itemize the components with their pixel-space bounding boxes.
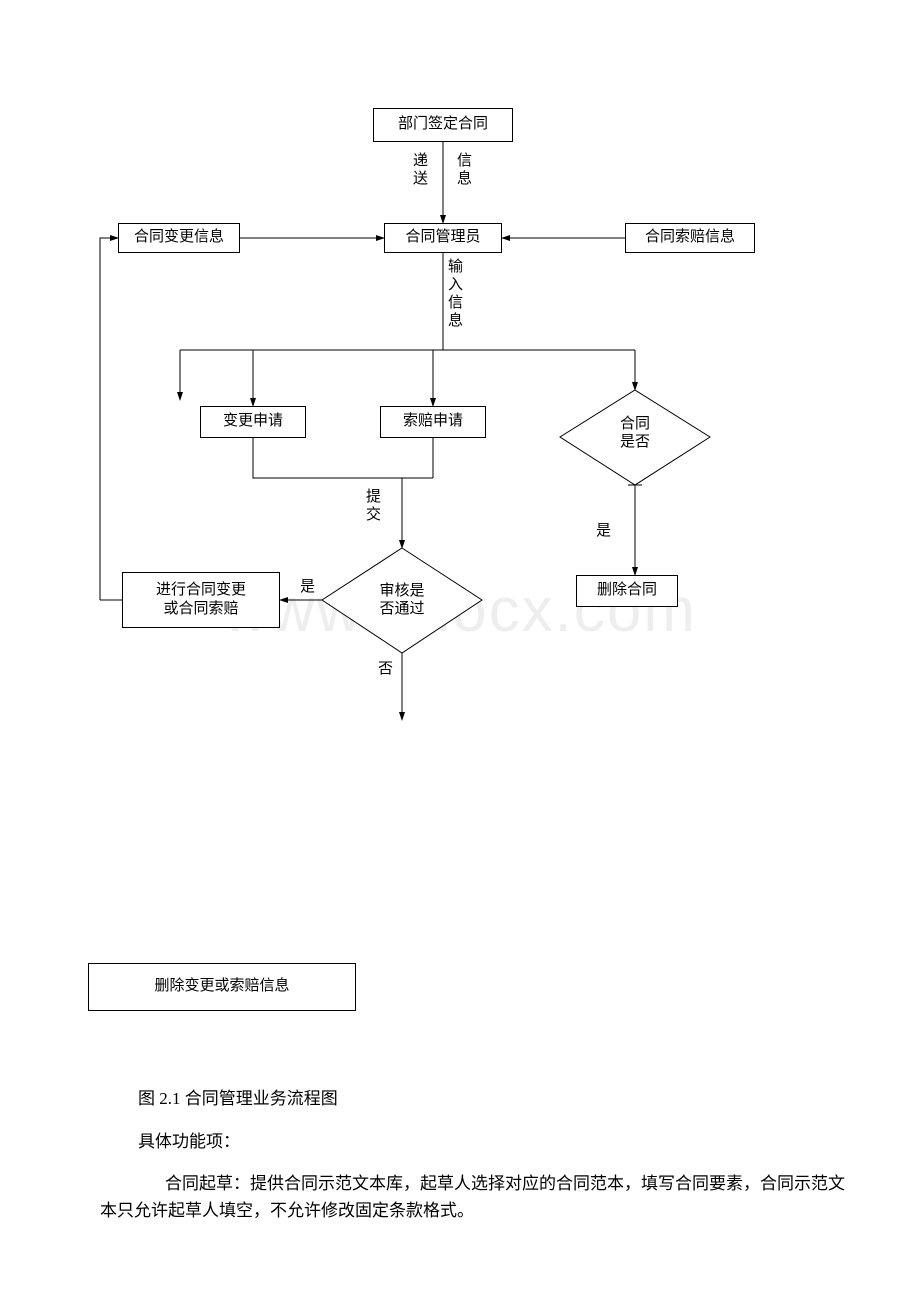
node-review-pass-decision: 审核是 否通过 bbox=[372, 582, 432, 618]
node-claim-request: 索赔申请 bbox=[380, 406, 486, 438]
edge-label-no: 否 bbox=[378, 660, 393, 678]
node-delete-change-claim-info: 删除变更或索赔信息 bbox=[88, 963, 356, 1011]
node-do-change-or-claim: 进行合同变更 或合同索赔 bbox=[122, 572, 280, 628]
node-contract-admin: 合同管理员 bbox=[384, 223, 502, 253]
edge-label-yes-right: 是 bbox=[596, 522, 611, 540]
node-delete-contract: 删除合同 bbox=[576, 575, 678, 607]
node-contract-expired-decision: 合同 是否 bbox=[605, 415, 665, 451]
edge-label-input-info: 输 入 信 息 bbox=[448, 258, 463, 330]
node-claim-info: 合同索赔信息 bbox=[625, 223, 755, 253]
node-sign-contract: 部门签定合同 bbox=[373, 108, 513, 142]
paragraph-heading: 具体功能项： bbox=[138, 1128, 240, 1155]
paragraph-body: 合同起草：提供合同示范文本库，起草人选择对应的合同范本，填写合同要素，合同示范文… bbox=[100, 1170, 860, 1224]
node-change-request: 变更申请 bbox=[200, 406, 306, 438]
edge-label-submit: 提 交 bbox=[366, 488, 381, 524]
edge-label-dispatch: 递 送 bbox=[413, 152, 428, 188]
figure-caption: 图 2.1 合同管理业务流程图 bbox=[138, 1085, 338, 1112]
edge-label-info: 信 息 bbox=[457, 152, 472, 188]
edge-label-yes-left: 是 bbox=[300, 578, 315, 596]
node-change-info: 合同变更信息 bbox=[118, 223, 240, 253]
